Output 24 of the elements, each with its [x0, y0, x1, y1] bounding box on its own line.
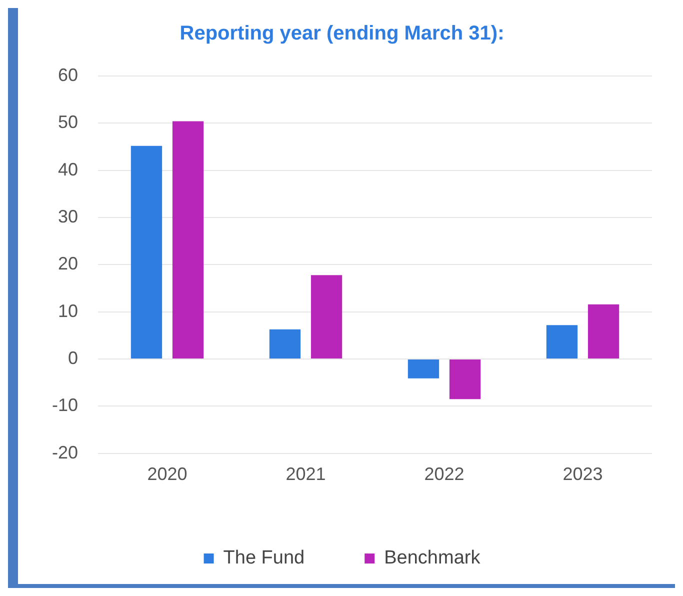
x-tick-label: 2020: [147, 464, 188, 484]
y-tick-label: -20: [52, 442, 78, 462]
bar: [172, 121, 204, 359]
x-tick-label: 2023: [562, 464, 603, 484]
y-tick-label: 20: [58, 254, 78, 274]
y-tick-label: 40: [58, 159, 78, 180]
bar: [310, 275, 342, 359]
bar: [408, 360, 440, 378]
legend-label: Benchmark: [384, 548, 481, 569]
bar: [546, 325, 578, 359]
y-tick-label: 10: [58, 300, 78, 321]
bar: [449, 360, 481, 400]
bar: [130, 146, 162, 359]
y-tick-label: 0: [68, 348, 78, 368]
bar: [588, 304, 620, 359]
x-tick-label: 2022: [424, 464, 464, 484]
legend-label: The Fund: [223, 548, 305, 569]
bar: [269, 329, 301, 359]
y-tick-label: 30: [58, 206, 78, 226]
x-tick-label: 2021: [286, 464, 326, 484]
y-tick-label: -10: [52, 395, 78, 416]
y-tick-label: 60: [58, 64, 78, 85]
chart-title: Reporting year (ending March 31):: [180, 22, 504, 45]
y-tick-label: 50: [58, 112, 78, 132]
